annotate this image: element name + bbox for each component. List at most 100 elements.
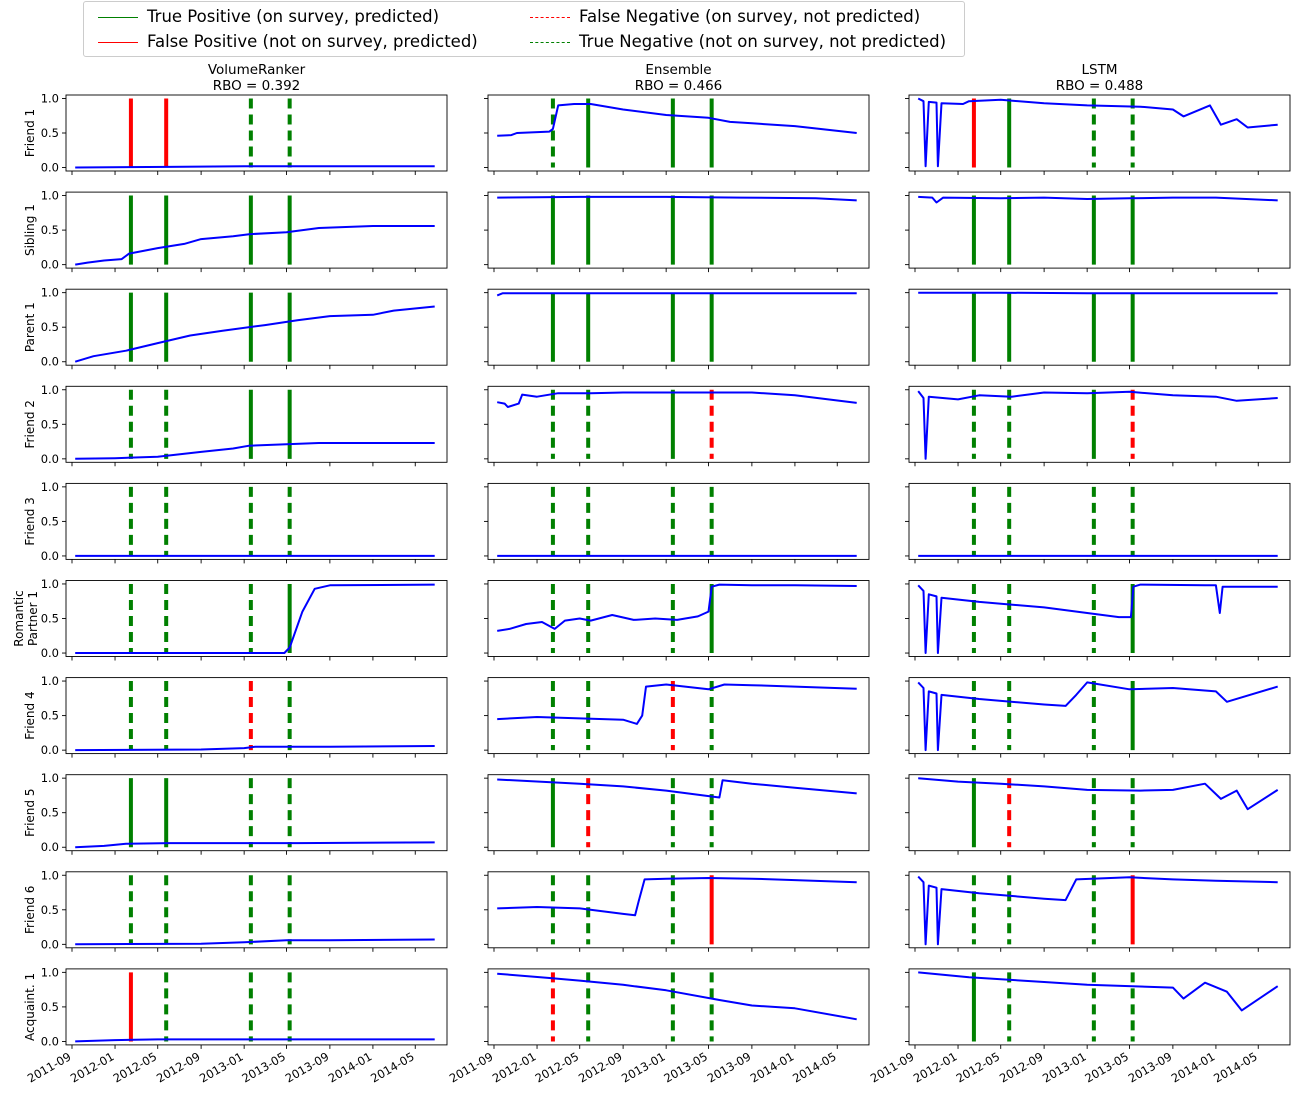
subplot-panel: 0.0 0.5 1.0: [41, 286, 448, 370]
row-label-text: Friend 3: [23, 497, 37, 545]
x-tick-label: 2014-05: [790, 1049, 839, 1085]
x-tick-label: 2011-09: [447, 1049, 496, 1085]
x-tick-label: 2012-09: [997, 1049, 1046, 1085]
subplot-frame: [487, 871, 870, 949]
row-label-text: Romantic: [12, 590, 26, 646]
legend-swatch-false-negative: [530, 17, 570, 18]
subplot-panel: 0.0 0.5 1.0: [41, 674, 448, 758]
row-label-text: Sibling 1: [23, 204, 37, 256]
subplot-panel: [905, 774, 1291, 855]
subplot-panel: [484, 94, 870, 175]
subplot-panel: 0.0 0.5 1.0: [41, 383, 448, 467]
subplot-frame: [487, 968, 870, 1046]
series-line: [917, 681, 1278, 752]
y-tick-label: 0.5: [41, 806, 59, 820]
series-line: [75, 442, 435, 460]
x-tick-label: 2014-05: [368, 1049, 417, 1085]
subplot-panel: 0.0 0.5 1.0: [41, 577, 448, 661]
series-line: [917, 875, 1278, 946]
x-tick-label: 2014-05: [1211, 1049, 1260, 1085]
series-line: [497, 778, 857, 799]
y-tick-label: 0.5: [41, 126, 59, 140]
series-line: [918, 195, 1278, 204]
y-tick-label: 0.0: [41, 646, 59, 660]
series-line: [917, 390, 1278, 460]
series-line: [497, 195, 857, 202]
series-line: [918, 777, 1279, 811]
x-tick-label: 2012-01: [68, 1049, 117, 1085]
row-label: Acquaint. 1: [23, 973, 37, 1041]
y-tick-label: 1.0: [41, 480, 59, 494]
y-tick-label: 0.5: [41, 709, 59, 723]
series-line: [74, 305, 435, 363]
subplot-frame: [908, 288, 1291, 366]
series-line: [497, 583, 857, 632]
legend-label-false-negative: False Negative (on survey, not predicted…: [579, 7, 921, 26]
y-tick-label: 0.5: [41, 903, 59, 917]
subplot-frame: [487, 580, 870, 657]
y-tick-label: 0.5: [41, 223, 59, 237]
subplot-panel: [905, 288, 1291, 370]
x-tick-label: 2013-01: [197, 1049, 246, 1085]
subplot-frame: [487, 94, 870, 172]
series-line: [497, 877, 857, 917]
row-label-text: Friend 6: [23, 886, 37, 934]
subplot-panel: [484, 385, 870, 467]
subplot-frame: [487, 191, 870, 269]
legend-label-false-positive: False Positive (not on survey, predicted…: [147, 32, 478, 51]
subplot-frame: [908, 580, 1291, 657]
y-tick-label: 0.5: [41, 1000, 59, 1014]
x-tick-label: 2011-09: [868, 1049, 917, 1085]
subplot-panel: [484, 191, 870, 273]
series-line: [75, 583, 435, 654]
legend-swatch-true-positive: [98, 17, 138, 18]
series-line: [75, 1038, 435, 1043]
subplot-frame: [908, 968, 1291, 1046]
subplot-panel: [905, 385, 1291, 467]
y-tick-label: 0.0: [41, 161, 59, 175]
row-label-text: Friend 2: [23, 400, 37, 448]
y-tick-label: 0.5: [41, 612, 59, 626]
y-tick-label: 0.0: [41, 258, 59, 272]
legend: True Positive (on survey, predicted) Fal…: [83, 1, 965, 57]
subplot-panel: 0.0 0.5 1.0: [41, 868, 448, 952]
subplot-panel: 0.0 0.5 1.0: [41, 771, 448, 855]
subplot-panel: 0.0 0.5 1.0: [41, 91, 448, 175]
x-tick-label: 2013-09: [1126, 1049, 1175, 1085]
row-label-text: Parent 1: [23, 302, 37, 352]
series-line: [496, 292, 857, 297]
y-tick-label: 0.5: [41, 417, 59, 431]
x-tick-label: 2012-09: [576, 1049, 625, 1085]
subplot-panel: 0.0 0.5 1.0: [41, 189, 448, 273]
subplot-frame: [65, 871, 448, 949]
row-label: Sibling 1: [23, 204, 37, 256]
y-tick-label: 1.0: [41, 91, 59, 105]
row-label: Friend 5: [23, 789, 37, 837]
legend-label-true-negative: True Negative (not on survey, not predic…: [579, 32, 947, 51]
series-line: [917, 97, 1278, 168]
series-line: [497, 972, 857, 1021]
x-tick-label: 2013-05: [661, 1049, 710, 1085]
subplot-frame: [908, 871, 1291, 949]
x-tick-label: 2013-09: [705, 1049, 754, 1085]
subplot-frame: [65, 191, 448, 269]
y-tick-label: 0.0: [41, 840, 59, 854]
subplot-panel: 0.00.51.02011-092012-012012-052012-09201…: [25, 965, 448, 1086]
legend-swatch-false-positive: [98, 42, 138, 43]
series-line: [497, 391, 857, 408]
series-line: [75, 225, 435, 266]
series-line: [917, 583, 1278, 654]
series-line: [497, 683, 857, 725]
x-tick-label: 2013-09: [283, 1049, 332, 1085]
subplot-frame: [65, 677, 448, 755]
series-line: [75, 165, 435, 169]
series-line: [75, 841, 435, 849]
subplot-panel: [905, 580, 1291, 661]
row-label: Friend 4: [23, 691, 37, 739]
subplot-frame: [908, 191, 1291, 269]
legend-swatch-true-negative: [530, 42, 570, 43]
x-tick-label: 2014-01: [326, 1049, 375, 1085]
subplot-frame: [65, 580, 448, 657]
x-tick-label: 2014-01: [748, 1049, 797, 1085]
